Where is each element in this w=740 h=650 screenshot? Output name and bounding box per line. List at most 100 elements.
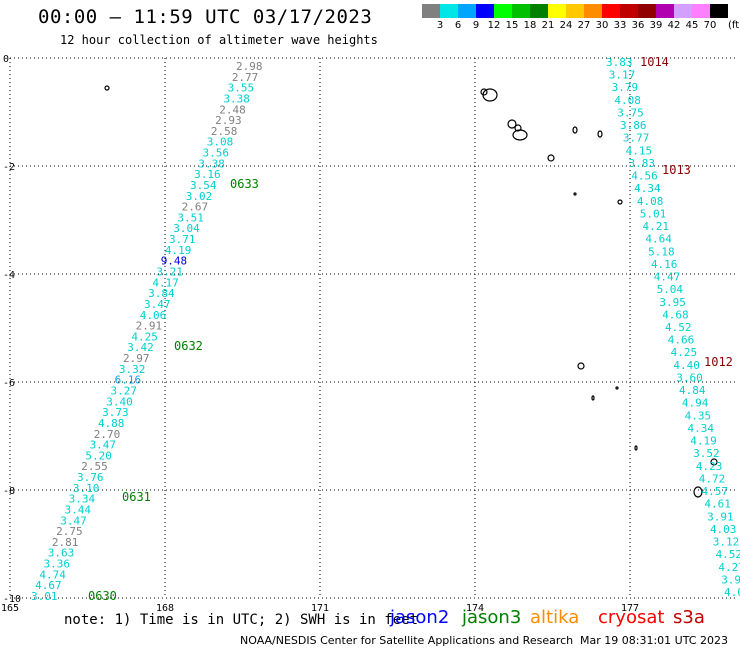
wave-height-value: 3.71 <box>169 233 196 246</box>
wave-height-value: 4.25 <box>131 330 158 343</box>
wave-height-value: 3.38 <box>223 92 250 105</box>
wave-height-value: 5.04 <box>657 283 684 296</box>
wave-height-value: 4.34 <box>687 422 714 435</box>
wave-height-value: 2.67 <box>182 201 209 214</box>
wave-height-value: 3.83 <box>606 56 633 69</box>
wave-height-value: 3.10 <box>73 482 100 495</box>
wave-height-value: 2.70 <box>94 428 121 441</box>
wave-height-value: 2.55 <box>81 460 108 473</box>
wave-height-value: 2.77 <box>232 71 259 84</box>
wave-height-value: 3.08 <box>207 136 234 149</box>
legend-swatch <box>566 4 584 18</box>
wave-height-value: 2.98 <box>236 60 263 73</box>
wave-height-value: 3.86 <box>620 119 647 132</box>
footer-note: note: 1) Time is in UTC; 2) SWH is in fe… <box>64 612 419 628</box>
island-outline <box>573 192 577 196</box>
wave-height-value: 4.66 <box>668 334 695 347</box>
track-time-label: 0632 <box>174 339 203 353</box>
track-time-label: 0633 <box>230 177 259 191</box>
legend-swatch <box>602 4 620 18</box>
legend-swatch <box>584 4 602 18</box>
wave-height-value: 3.47 <box>144 298 171 311</box>
wave-height-value: 4.06 <box>724 586 740 599</box>
y-tick-label: -6 <box>3 378 15 389</box>
wave-height-value: 6.16 <box>115 374 141 387</box>
wave-height-value: 3.32 <box>119 363 146 376</box>
x-tick-label: 174 <box>466 603 484 614</box>
wave-height-value: 4.15 <box>626 144 653 157</box>
satellite-label-jason3: jason3 <box>462 607 522 628</box>
legend-tick-label: 3 <box>436 20 444 31</box>
island-outline <box>577 362 585 370</box>
wave-height-value: 4.19 <box>690 435 717 448</box>
wave-height-value: 2.97 <box>123 352 150 365</box>
legend-swatch <box>476 4 494 18</box>
satellite-label-altika: altika <box>530 607 580 628</box>
island-outline <box>512 129 528 141</box>
map-title: 00:00 – 11:59 UTC 03/17/2023 <box>38 6 373 28</box>
island-outline <box>591 395 595 401</box>
wave-height-value: 4.35 <box>685 409 712 422</box>
wave-height-value: 5.20 <box>85 449 112 462</box>
y-tick-label: -4 <box>3 270 15 281</box>
island-outline <box>693 486 703 498</box>
wave-height-value: 4.88 <box>98 417 125 430</box>
wave-height-value: 3.01 <box>31 590 58 603</box>
wave-height-value: 4.57 <box>702 485 729 498</box>
island-outline <box>514 124 522 132</box>
map-subtitle: 12 hour collection of altimeter wave hei… <box>60 33 378 47</box>
wave-height-value: 2.93 <box>215 114 242 127</box>
wave-height-value: 4.56 <box>631 170 658 183</box>
island-outline <box>710 458 718 466</box>
wave-height-value: 2.75 <box>56 525 82 538</box>
wave-height-value: 3.40 <box>106 395 133 408</box>
wave-height-value: 3.76 <box>77 471 104 484</box>
wave-height-value: 5.01 <box>640 207 667 220</box>
wave-height-value: 3.21 <box>157 266 184 279</box>
wave-height-value: 3.12 <box>713 536 740 549</box>
wave-height-value: 5.18 <box>648 245 675 258</box>
y-tick-label: -8 <box>3 486 15 497</box>
wave-height-value: 3.84 <box>148 287 175 300</box>
wave-height-value: 3.36 <box>44 558 71 571</box>
legend-tick-label: 18 <box>523 20 537 31</box>
wave-height-value: 3.55 <box>228 82 255 95</box>
island-outline <box>507 119 517 129</box>
wave-height-value: 3.38 <box>198 157 225 170</box>
legend-swatch <box>512 4 530 18</box>
legend-swatch <box>638 4 656 18</box>
y-tick-label: -2 <box>3 162 15 173</box>
legend-tick-label: 30 <box>595 20 609 31</box>
track-time-label: 1012 <box>704 355 733 369</box>
wave-height-value: 4.67 <box>35 579 62 592</box>
wave-height-value: 3.44 <box>64 503 91 516</box>
island-outline <box>617 199 623 205</box>
wave-height-value: 4.74 <box>39 568 66 581</box>
wave-height-value: 4.52 <box>665 321 692 334</box>
wave-height-value: 4.06 <box>140 309 167 322</box>
island-outline <box>597 130 603 138</box>
island-outline <box>615 386 619 390</box>
legend-swatch <box>422 4 440 18</box>
wave-height-value: 3.42 <box>127 341 154 354</box>
wave-height-value: 4.16 <box>651 258 678 271</box>
x-tick-label: 171 <box>311 603 329 614</box>
track-time-label: 0631 <box>122 490 151 504</box>
legend-tick-label: 6 <box>454 20 462 31</box>
wave-height-value: 4.34 <box>634 182 661 195</box>
wave-height-value: 3.02 <box>186 190 213 203</box>
wave-height-value: 3.34 <box>69 493 96 506</box>
wave-height-value: 4.08 <box>614 94 641 107</box>
wave-height-value: 3.17 <box>609 69 636 82</box>
wave-height-value: 4.94 <box>682 397 709 410</box>
x-tick-label: 165 <box>1 603 19 614</box>
satellite-label-jason2: jason2 <box>390 607 450 628</box>
legend-swatch <box>440 4 458 18</box>
wave-height-value: 3.27 <box>110 384 137 397</box>
legend-swatch <box>692 4 710 18</box>
legend-tick-label: 36 <box>631 20 645 31</box>
wave-height-value: 4.72 <box>699 472 726 485</box>
credit-text: NOAA/NESDIS Center for Satellite Applica… <box>240 634 574 647</box>
